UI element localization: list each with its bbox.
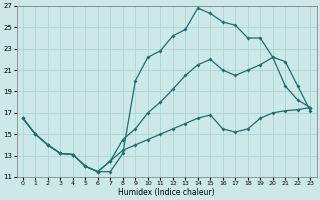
X-axis label: Humidex (Indice chaleur): Humidex (Indice chaleur) [118,188,215,197]
